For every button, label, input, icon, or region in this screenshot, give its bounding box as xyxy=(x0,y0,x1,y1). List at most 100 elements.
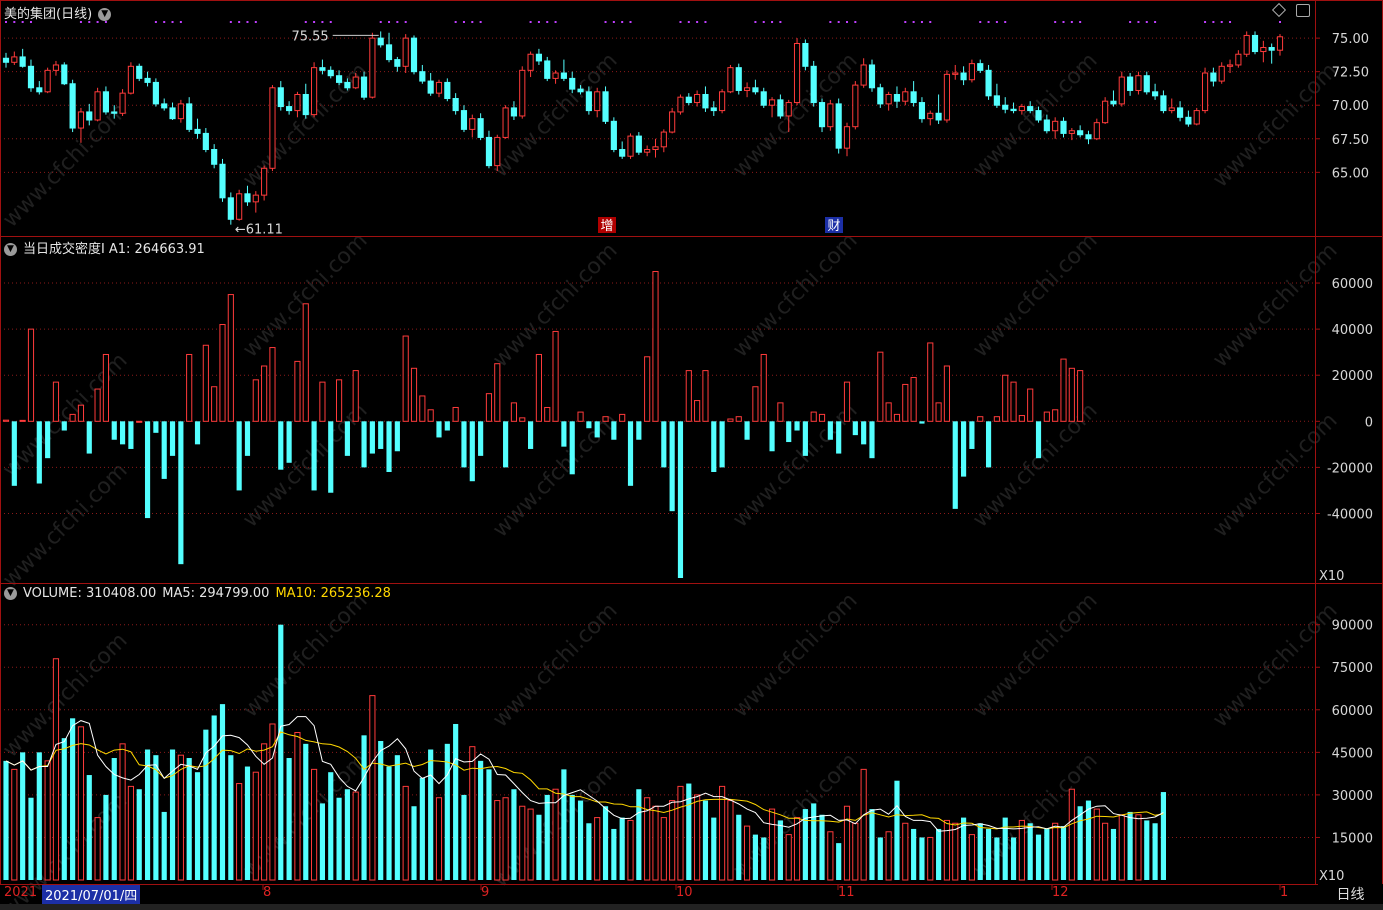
signal-dot xyxy=(321,21,324,23)
candle-body xyxy=(169,107,176,120)
density-bar xyxy=(485,393,493,422)
signal-dot xyxy=(904,21,907,23)
density-bar xyxy=(294,360,301,422)
signal-dot xyxy=(920,21,923,23)
volume-bar xyxy=(736,814,742,880)
volume-bar xyxy=(303,743,309,880)
density-bar xyxy=(478,421,484,456)
candle-body xyxy=(11,56,18,63)
signal-dot xyxy=(29,21,32,23)
low-label: ←61.11 xyxy=(235,223,283,238)
volume-bar xyxy=(211,715,217,880)
candle-body xyxy=(27,65,35,89)
candle-body xyxy=(1068,130,1075,134)
volume-bar xyxy=(236,783,243,881)
volume-bar xyxy=(61,738,67,880)
volume-bar xyxy=(3,760,9,880)
watermark-text: www.cfchi.com xyxy=(728,228,862,362)
volume-bar xyxy=(586,823,592,880)
y-tick-label: 30000 xyxy=(1332,789,1373,804)
density-bar xyxy=(1027,388,1034,422)
signal-dot xyxy=(179,21,182,23)
candle-body xyxy=(552,72,559,79)
candle-body xyxy=(61,64,68,85)
panel-menu-icon[interactable]: ▼ xyxy=(4,587,17,600)
signal-dot xyxy=(1054,21,1057,23)
candle-body xyxy=(527,53,534,71)
volume-bar xyxy=(1068,788,1075,881)
density-bar xyxy=(128,421,134,449)
candle-body xyxy=(985,69,992,97)
volume-bar xyxy=(153,755,159,880)
signal-dot xyxy=(79,21,82,23)
density-bar xyxy=(985,421,992,468)
candle-body xyxy=(893,93,901,102)
candle-body xyxy=(261,167,268,196)
volume-bar xyxy=(428,749,434,880)
watermark-text: www.cfchi.com xyxy=(1208,238,1342,372)
density-bar xyxy=(652,271,659,422)
candle-body xyxy=(1218,65,1225,82)
signal-dot xyxy=(987,21,990,23)
volume-bar xyxy=(1085,800,1092,880)
candle-body xyxy=(327,69,334,77)
ma5-value: MA5: 294799.00 xyxy=(162,586,270,601)
volume-bar xyxy=(785,834,792,881)
y-tick-label: 20000 xyxy=(1332,369,1373,384)
volume-bar xyxy=(702,800,709,880)
watermark-text: www.cfchi.com xyxy=(488,598,622,732)
volume-bar xyxy=(852,822,859,881)
candle-body xyxy=(177,103,184,120)
volume-bar xyxy=(660,817,667,881)
signal-dot xyxy=(229,21,232,23)
candle-body xyxy=(577,88,584,93)
scale-badge-bg xyxy=(1317,566,1349,582)
volume-bar xyxy=(561,769,567,880)
density-bar xyxy=(1035,421,1042,459)
period-tab[interactable]: 日线 xyxy=(1318,884,1383,904)
volume-bar xyxy=(843,805,851,881)
candle-body xyxy=(1077,130,1084,136)
volume-bar xyxy=(469,746,476,881)
watermark-text: www.cfchi.com xyxy=(968,588,1102,722)
density-bar xyxy=(1043,411,1050,422)
density-bar xyxy=(802,421,808,456)
volume-bar xyxy=(86,775,92,880)
density-bar xyxy=(194,421,201,445)
candle-body xyxy=(660,131,667,148)
candle-body xyxy=(719,91,726,112)
density-bar xyxy=(535,353,542,422)
signal-dot xyxy=(679,21,682,23)
candle-body xyxy=(702,93,709,109)
volume-bar xyxy=(44,760,51,881)
candle-body xyxy=(677,96,684,113)
window-toggle-icon[interactable] xyxy=(1296,4,1310,17)
dropdown-chevron-icon[interactable]: ▼ xyxy=(98,8,112,21)
density-bar xyxy=(252,379,259,422)
density-bar xyxy=(394,421,400,452)
candle-body xyxy=(477,118,484,138)
candle-body xyxy=(544,60,551,79)
candle-body xyxy=(360,76,368,98)
volume-bar xyxy=(319,803,325,880)
density-bar xyxy=(236,421,242,491)
candle-body xyxy=(252,194,259,203)
volume-bar xyxy=(819,814,825,880)
cursor-date-label: 2021/07/01/四 xyxy=(42,885,141,904)
volume-bar xyxy=(278,624,284,880)
volume-bar xyxy=(869,809,875,880)
candle-body xyxy=(119,92,126,114)
candle-body xyxy=(161,103,168,109)
candle-body xyxy=(910,91,917,104)
panel-menu-icon[interactable]: ▼ xyxy=(4,243,17,256)
candle-body xyxy=(744,87,751,91)
volume-bar xyxy=(435,797,443,881)
density-bar xyxy=(744,421,750,440)
candle-body xyxy=(1251,34,1259,53)
signal-dot xyxy=(154,21,157,23)
volume-bar xyxy=(478,760,484,880)
candle-body xyxy=(1110,100,1117,105)
volume-bar xyxy=(952,822,959,881)
density-bar xyxy=(760,353,767,422)
signal-dot xyxy=(529,21,532,23)
